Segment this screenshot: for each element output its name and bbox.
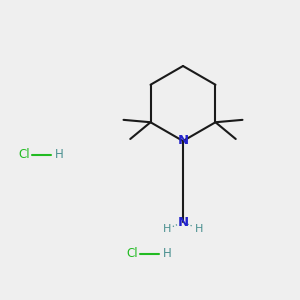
Text: H: H (194, 224, 203, 234)
Text: H: H (163, 247, 171, 260)
Text: H: H (55, 148, 63, 161)
Text: N: N (177, 215, 189, 229)
Text: Cl: Cl (126, 247, 138, 260)
Text: H: H (163, 224, 172, 234)
Text: Cl: Cl (18, 148, 30, 161)
Text: N: N (177, 134, 189, 148)
